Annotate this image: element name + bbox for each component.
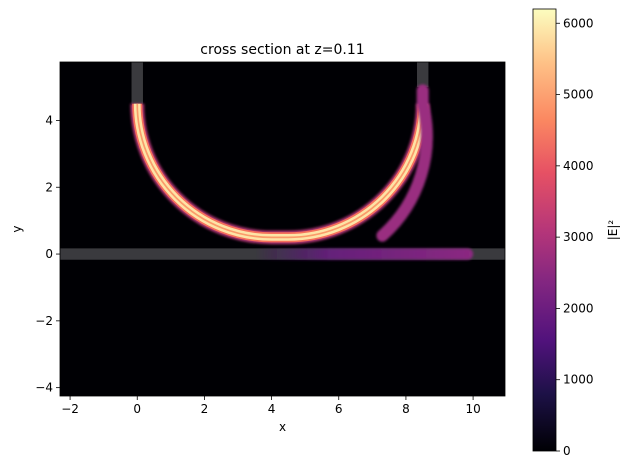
y-tick-label: 2 bbox=[45, 180, 53, 194]
colorbar bbox=[532, 8, 557, 452]
colorbar-tick-label: 1000 bbox=[563, 373, 594, 387]
y-tick-label: 4 bbox=[45, 113, 53, 127]
colorbar-tick-label: 2000 bbox=[563, 301, 594, 315]
field-map bbox=[60, 62, 505, 260]
y-tick-label: 0 bbox=[45, 247, 53, 261]
plot-frame bbox=[59, 61, 506, 397]
colorbar-tick-label: 3000 bbox=[563, 230, 594, 244]
y-tick-label: −4 bbox=[35, 381, 53, 395]
right-port-waveguide bbox=[417, 62, 429, 88]
x-axis: −2 0 2 4 6 8 10 bbox=[61, 396, 481, 416]
x-tick-label: 10 bbox=[465, 402, 480, 416]
x-tick-label: 8 bbox=[402, 402, 410, 416]
x-tick-label: 2 bbox=[201, 402, 209, 416]
x-tick-label: −2 bbox=[61, 402, 79, 416]
plot-area bbox=[60, 62, 505, 396]
right-arm-field bbox=[376, 84, 433, 242]
x-tick-label: 4 bbox=[268, 402, 276, 416]
x-axis-label: x bbox=[279, 420, 286, 434]
chart-title: cross section at z=0.11 bbox=[200, 42, 364, 58]
y-axis: −4 −2 0 2 4 bbox=[35, 113, 60, 395]
colorbar-tick-label: 6000 bbox=[563, 16, 594, 30]
x-tick-label: 6 bbox=[335, 402, 343, 416]
bus-field bbox=[254, 248, 474, 260]
y-axis-label: y bbox=[10, 225, 24, 232]
ring-field-center bbox=[136, 103, 424, 239]
colorbar-axis: 0 1000 2000 3000 4000 5000 6000 bbox=[556, 16, 594, 458]
colorbar-tick-label: 0 bbox=[563, 444, 571, 458]
y-tick-label: −2 bbox=[35, 314, 53, 328]
x-tick-label: 0 bbox=[133, 402, 141, 416]
colorbar-label: |E|² bbox=[606, 220, 620, 241]
colorbar-tick-label: 4000 bbox=[563, 159, 594, 173]
colorbar-tick-label: 5000 bbox=[563, 88, 594, 102]
left-port-waveguide bbox=[131, 62, 143, 104]
